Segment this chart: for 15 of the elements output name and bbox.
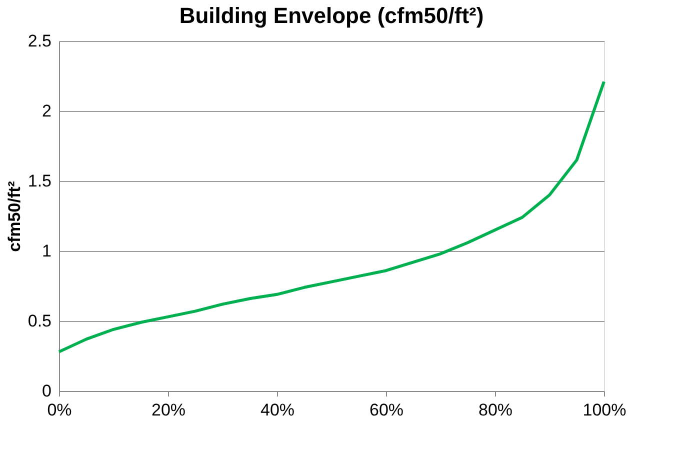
x-tick-label: 20% [151, 400, 186, 420]
y-tick-label: 1.5 [28, 172, 52, 190]
x-tick-label: 100% [582, 400, 626, 420]
y-tick-label: 0 [42, 382, 52, 400]
y-tick-label: 2.5 [28, 32, 52, 50]
y-tick-label: 2 [42, 102, 52, 120]
y-tick-label: 1 [42, 242, 52, 260]
x-tick-label: 0% [47, 400, 72, 420]
chart-title: Building Envelope (cfm50/ft²) [179, 3, 484, 28]
x-tick-label: 40% [260, 400, 295, 420]
y-axis-title: cfm50/ft² [4, 180, 24, 252]
x-tick-label: 80% [478, 400, 513, 420]
line-series [58, 80, 606, 354]
y-tick-label: 0.5 [28, 312, 52, 330]
x-tick-label: 60% [369, 400, 404, 420]
